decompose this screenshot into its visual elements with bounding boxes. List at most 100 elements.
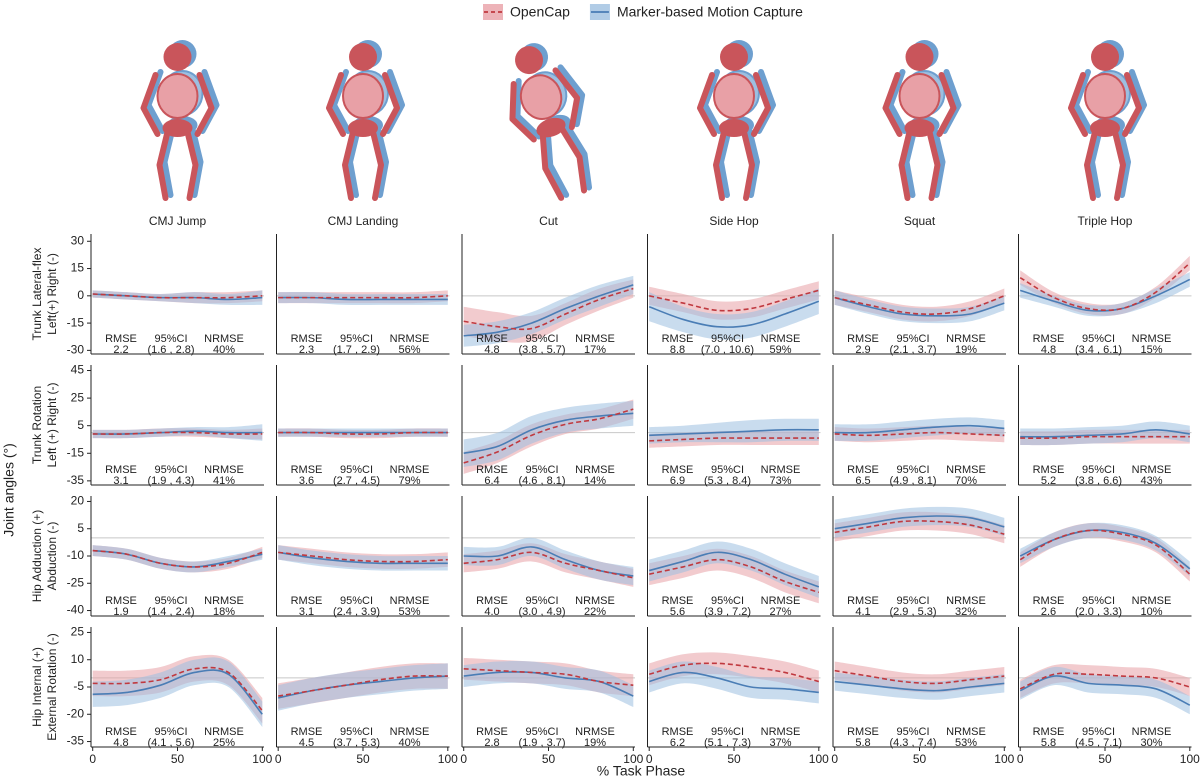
legend-label: Marker-based Motion Capture — [617, 4, 803, 20]
skeleton-pelvis — [1090, 119, 1120, 137]
sd-band — [649, 541, 819, 598]
stat-value: 53% — [398, 606, 420, 618]
stat-value: 14% — [584, 475, 606, 487]
stat-value: 3.1 — [113, 475, 128, 487]
sd-band — [92, 657, 263, 727]
stat-label: RMSE — [476, 464, 508, 476]
skeleton-limb — [697, 72, 717, 137]
stat-label: RMSE — [662, 464, 694, 476]
stat-value: 4.0 — [484, 606, 499, 618]
skeleton-limb — [326, 72, 346, 137]
mean-line — [834, 296, 1005, 317]
stat-label: NRMSE — [390, 726, 430, 738]
y-axis-title: Joint angles (°) — [1, 443, 17, 537]
stat-value: 40% — [213, 344, 235, 356]
row-label: Trunk Lateral-flex — [30, 248, 44, 341]
y-tick-label: 30 — [71, 233, 85, 247]
stat-value: (3.7 , 5.3) — [333, 737, 380, 749]
mean-line — [1019, 672, 1191, 690]
mean-line — [834, 431, 1005, 437]
skeleton — [140, 43, 215, 201]
stat-value: 2.9 — [855, 344, 870, 356]
stat-value: (4.9 , 8.1) — [889, 475, 936, 487]
sd-band — [92, 545, 263, 573]
y-tick-label: 25 — [71, 625, 85, 639]
stat-value: 1.9 — [113, 606, 128, 618]
skeleton-limb — [1112, 129, 1126, 201]
skeleton-limb — [931, 126, 946, 198]
skeleton-head — [720, 43, 748, 71]
stat-value: 2.2 — [113, 344, 128, 356]
skeleton-limb — [539, 131, 565, 201]
mean-line — [648, 662, 820, 683]
skeleton-head — [1091, 43, 1119, 71]
skeleton-limb — [331, 69, 351, 134]
stat-value: 70% — [955, 475, 977, 487]
y-tick-label: -25 — [67, 575, 85, 589]
mean-line — [648, 300, 820, 328]
mean-line — [92, 293, 263, 299]
sd-band — [463, 400, 634, 468]
stat-value: 27% — [769, 606, 791, 618]
stat-label: NRMSE — [575, 726, 615, 738]
stat-label: NRMSE — [575, 595, 615, 607]
stat-value: 10% — [1140, 606, 1162, 618]
stat-label: RMSE — [291, 464, 323, 476]
y-tick-label: 45 — [71, 363, 85, 377]
stat-value: 30% — [1140, 737, 1162, 749]
row-label: Left(+) Right (-) — [45, 253, 59, 335]
row-label: Left (+) Right (-) — [45, 382, 59, 467]
stat-value: 2.6 — [1041, 606, 1056, 618]
stat-value: (1.9 , 4.3) — [147, 475, 194, 487]
stat-label: NRMSE — [761, 595, 801, 607]
skeleton-limb — [903, 126, 918, 198]
stat-label: RMSE — [476, 595, 508, 607]
stat-value: (1.4 , 2.4) — [147, 606, 194, 618]
skeleton-pelvis — [536, 117, 566, 138]
stat-value: 41% — [213, 475, 235, 487]
x-tick-label: 50 — [356, 752, 370, 766]
mean-line — [834, 669, 1005, 685]
y-tick-label: 5 — [77, 521, 84, 535]
stat-label: 95%CI — [896, 464, 929, 476]
stat-value: 6.4 — [484, 475, 499, 487]
skeleton-pelvis — [904, 119, 935, 137]
stat-label: 95%CI — [1082, 333, 1115, 345]
skeleton-ribs — [898, 73, 941, 119]
x-tick-label: 50 — [913, 752, 927, 766]
skeleton-limb — [1073, 69, 1093, 134]
y-tick-label: -15 — [67, 445, 85, 459]
stat-label: RMSE — [105, 726, 137, 738]
stat-label: RMSE — [105, 595, 137, 607]
stat-label: 95%CI — [525, 464, 558, 476]
skeleton-limb — [746, 126, 760, 198]
stat-value: 4.8 — [1041, 344, 1056, 356]
y-tick-label: -35 — [67, 734, 85, 748]
stat-value: 3.1 — [299, 606, 314, 618]
mean-line — [649, 428, 819, 437]
stat-label: RMSE — [1033, 464, 1065, 476]
stat-label: 95%CI — [340, 726, 373, 738]
column-title: Squat — [904, 214, 936, 228]
sd-band — [278, 292, 448, 306]
x-tick-label: 0 — [1017, 752, 1024, 766]
mean-line — [278, 675, 448, 699]
stat-label: 95%CI — [340, 464, 373, 476]
stat-value: 37% — [769, 737, 791, 749]
mean-line — [463, 287, 634, 331]
stat-label: NRMSE — [390, 595, 430, 607]
stat-label: 95%CI — [1082, 595, 1115, 607]
mean-line — [92, 669, 263, 715]
